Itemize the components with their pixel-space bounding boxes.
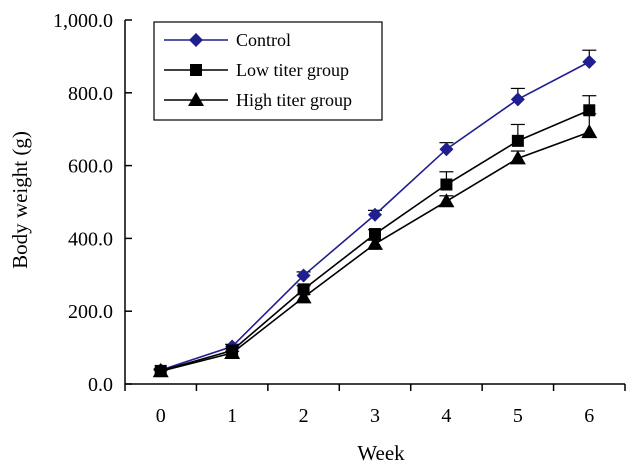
data-point: [296, 268, 311, 283]
data-point: [440, 178, 453, 191]
series-line: [160, 131, 590, 373]
x-tick-label: 6: [584, 405, 594, 427]
data-point: [582, 54, 597, 69]
y-tick-label: 0.0: [88, 374, 113, 396]
data-point: [583, 104, 596, 117]
legend-label: Control: [236, 30, 291, 50]
y-tick-label: 800.0: [68, 83, 113, 105]
legend-marker: [188, 92, 204, 106]
legend: Control Low titer group High titer group: [153, 21, 383, 121]
data-point: [368, 207, 382, 222]
y-axis-title: Body weight (g): [8, 131, 32, 269]
y-tick-label: 1,000.0: [53, 10, 113, 32]
x-axis-title: Week: [357, 441, 405, 465]
legend-label: Low titer group: [236, 60, 349, 80]
legend-marker: [190, 64, 202, 76]
axes: 0.0 200.0 400.0 600.0 800.0 1,000.0 0 1 2 3 4 5 6: [53, 10, 626, 427]
data-point: [438, 193, 455, 208]
data-point: [581, 124, 598, 139]
data-point: [367, 235, 383, 250]
data-point: [439, 142, 454, 157]
x-tick-label: 1: [227, 405, 237, 427]
x-tick-label: 5: [513, 405, 523, 427]
legend-label: High titer group: [236, 90, 352, 110]
data-point: [295, 289, 312, 304]
y-tick-label: 400.0: [68, 228, 113, 250]
data-point: [224, 345, 241, 360]
legend-marker: [189, 33, 203, 47]
data-point: [369, 228, 381, 241]
series-2: [152, 113, 598, 378]
data-point: [152, 363, 169, 378]
data-point: [297, 283, 310, 296]
data-point: [509, 150, 526, 165]
x-tick-label: 3: [370, 405, 380, 427]
data-point: [510, 92, 525, 107]
y-tick-label: 200.0: [68, 301, 113, 323]
x-tick-label: 2: [299, 405, 309, 427]
y-tick-label: 600.0: [68, 156, 113, 178]
x-tick-label: 0: [156, 405, 166, 427]
data-point: [511, 134, 524, 147]
series-layer: [152, 49, 598, 378]
x-tick-label: 4: [441, 405, 451, 427]
